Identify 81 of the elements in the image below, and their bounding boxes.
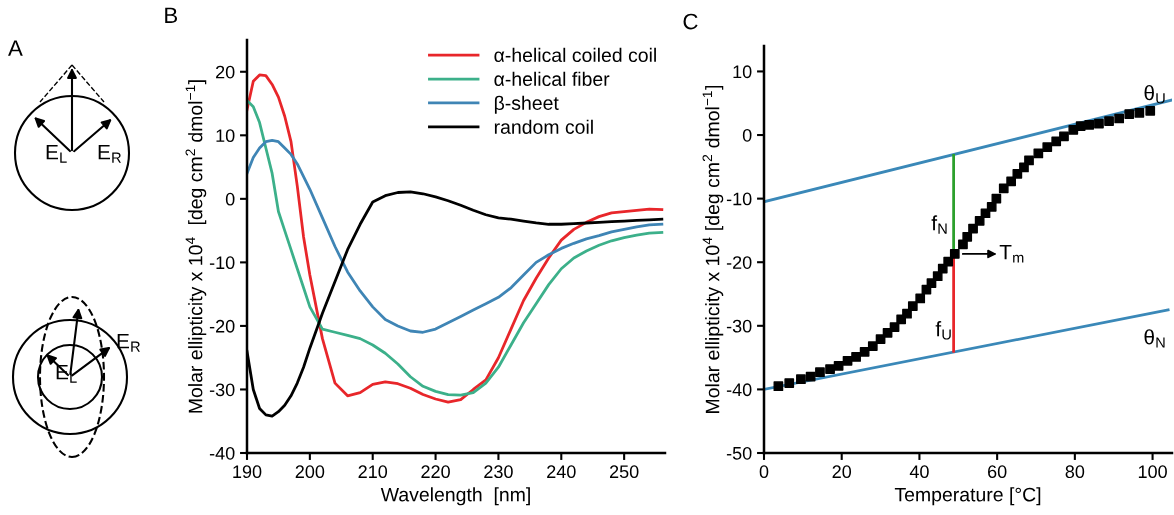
legend-label: α-helical coiled coil [494, 47, 656, 63]
x-axis-title: Wavelength [nm] [380, 487, 530, 506]
point [968, 223, 978, 234]
point [998, 183, 1009, 194]
y-tick-label: -10 [726, 192, 752, 206]
annotation: θ$_{U}$ [1144, 85, 1165, 104]
point [1114, 113, 1125, 124]
x-tick-label: 230 [484, 465, 513, 479]
point [859, 347, 870, 357]
point [796, 374, 806, 385]
point [825, 364, 835, 374]
point [867, 341, 878, 352]
x-tick-label: 100 [1138, 465, 1167, 479]
point [851, 352, 861, 362]
point [773, 381, 784, 392]
x-tick-label: 250 [609, 465, 639, 479]
x-tick-label: 0 [759, 465, 769, 479]
point [907, 301, 918, 311]
point [815, 367, 825, 378]
x-tick-label: 210 [358, 465, 388, 479]
y-tick-label: -20 [726, 256, 752, 269]
point [1033, 148, 1044, 159]
point [943, 256, 954, 267]
x-tick-label: 80 [1065, 465, 1085, 479]
x-tick-label: 200 [295, 465, 325, 479]
y-tick-label: -50 [726, 446, 752, 460]
annotation: T$_{m}$ [999, 244, 1024, 263]
text: E$_{R}$ [98, 145, 121, 163]
point [833, 361, 844, 371]
text: E$_{R}$ [117, 334, 140, 352]
y-tick-label: 10 [216, 129, 235, 143]
chart-title: B [165, 7, 178, 23]
line-series [247, 139, 664, 334]
x-tick-label: 220 [421, 465, 450, 479]
point [1094, 118, 1104, 129]
legend-label: random coil [494, 119, 593, 134]
point [1134, 107, 1145, 118]
legend-label: α-helical fiber [494, 71, 610, 87]
point [902, 308, 912, 319]
y-tick-label: -40 [209, 446, 235, 460]
point [805, 371, 816, 382]
chart-title: C [683, 13, 698, 30]
point [915, 293, 926, 304]
x-tick-label: 40 [909, 465, 929, 479]
y-axis-title: Molar ellipticity x 10$^{4}$ [deg cm$^{2}$ dmol$^{−1}$] [185, 80, 207, 413]
point [949, 249, 960, 259]
x-tick-label: 240 [547, 465, 576, 479]
point [1145, 106, 1156, 116]
y-tick-label: 0 [225, 192, 235, 206]
y-axis-title: Molar ellipticity x 10$^{4}$ [deg cm$^{2}$ dmol$^{−1}$] [702, 85, 724, 413]
point [1042, 142, 1053, 152]
y-tick-label: -40 [726, 383, 752, 397]
point [1024, 155, 1034, 166]
y-tick-label: -30 [209, 383, 235, 397]
x-tick-label: 190 [233, 465, 262, 479]
point [889, 322, 900, 332]
annotation: θ$_{N}$ [1144, 329, 1165, 348]
point [974, 216, 985, 226]
y-tick-label: -30 [726, 319, 752, 333]
x-tick-label: 20 [832, 465, 852, 479]
point [1104, 116, 1114, 126]
point [962, 231, 973, 242]
annotation: f$_{N}$ [931, 215, 947, 234]
text: E$_{L}$ [46, 145, 67, 163]
point [1059, 131, 1069, 142]
y-tick-label: 20 [216, 65, 235, 79]
legend-label: β-sheet [494, 95, 559, 114]
annotation: f$_{U}$ [935, 321, 951, 340]
y-tick-label: -20 [209, 319, 235, 333]
point [986, 202, 997, 212]
point [1124, 109, 1135, 119]
x-axis-title: Temperature [°C] [894, 487, 1041, 506]
y-tick-label: 10 [733, 65, 752, 79]
text: A [8, 40, 23, 56]
x-tick-label: 60 [988, 465, 1007, 479]
point [932, 271, 943, 282]
point [1084, 119, 1095, 130]
point [784, 378, 795, 388]
point [842, 355, 853, 366]
y-tick-label: -10 [209, 256, 235, 270]
y-tick-label: 0 [742, 128, 752, 142]
